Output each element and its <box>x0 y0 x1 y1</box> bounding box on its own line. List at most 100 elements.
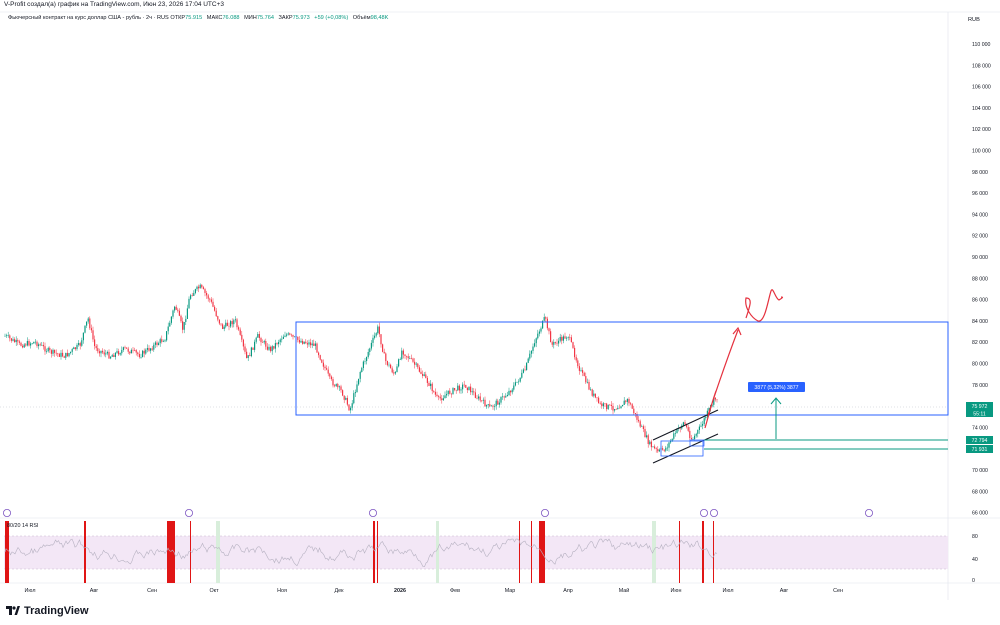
small-box-2[interactable] <box>689 439 705 447</box>
level-2-tag[interactable] <box>966 445 993 453</box>
candle-body <box>639 421 641 427</box>
price-tick-label: 88 000 <box>972 276 988 282</box>
candle-body <box>17 340 19 342</box>
candle-body <box>161 339 163 342</box>
candle-body <box>198 286 200 289</box>
candle-body <box>220 323 222 325</box>
event-icon[interactable] <box>865 508 874 517</box>
candle-body <box>375 333 377 336</box>
channel-upper-line[interactable] <box>652 409 719 441</box>
candle-body <box>274 343 276 349</box>
rsi-overbought-marker <box>519 521 520 583</box>
candle-body <box>150 348 152 351</box>
candle-body <box>340 386 342 391</box>
symbol-legend[interactable]: Фьючерсный контракт на курс доллар США -… <box>8 15 391 21</box>
candle-body <box>374 335 376 338</box>
candle-body <box>351 403 353 408</box>
candle-body <box>358 378 360 385</box>
candle-body <box>246 351 248 359</box>
candle-body <box>74 347 76 350</box>
candle-body <box>353 393 355 404</box>
candle-body <box>417 363 419 368</box>
candle-body <box>606 403 608 410</box>
symbol-name[interactable]: Фьючерсный контракт на курс доллар США -… <box>8 15 169 21</box>
candle-body <box>60 352 62 357</box>
price-tick-label: 110 000 <box>972 42 990 48</box>
candle-body <box>218 319 220 324</box>
candle-body <box>396 366 398 372</box>
candle-body <box>65 352 67 358</box>
candle-body <box>617 407 619 410</box>
candle-body <box>348 404 350 411</box>
candle-body <box>169 322 171 327</box>
event-icon[interactable] <box>710 508 719 517</box>
event-icons[interactable] <box>3 508 874 517</box>
candle-body <box>532 346 534 351</box>
candle-body <box>297 336 299 340</box>
chart-author-title: V-Profit создал(а) график на TradingView… <box>4 1 225 8</box>
candle-body <box>439 396 441 399</box>
candle-body <box>423 374 425 376</box>
candle-body <box>697 429 699 434</box>
candle-body <box>298 339 300 343</box>
candle-body <box>154 342 156 345</box>
small-box[interactable] <box>660 440 704 457</box>
event-icon[interactable] <box>184 508 193 517</box>
rsi-oversold-marker <box>652 521 656 583</box>
range-box[interactable] <box>295 321 949 416</box>
event-icon[interactable] <box>368 508 377 517</box>
candle-body <box>614 409 616 411</box>
event-icon[interactable] <box>541 508 550 517</box>
candle-body <box>382 344 384 352</box>
event-icon[interactable] <box>700 508 709 517</box>
forecast-path[interactable] <box>704 289 784 429</box>
time-axis[interactable]: Июл Авг Сен Окт Ноя Дек 2026 Фев Мар Апр Май Июн Июл… <box>25 587 843 594</box>
candle-body <box>20 342 22 346</box>
candle-body <box>207 295 209 299</box>
candle-body <box>4 335 6 337</box>
candle-body <box>575 357 577 361</box>
price-tick-label: 102 000 <box>972 127 991 133</box>
level-1-tag[interactable] <box>966 436 993 444</box>
currency-label[interactable]: RUB <box>968 17 980 23</box>
candle-body <box>625 400 627 402</box>
candle-body <box>130 349 132 354</box>
price-tick-label: 74 000 <box>972 425 988 431</box>
candle-body <box>514 382 516 386</box>
candle-body <box>292 334 294 337</box>
measure-label-box[interactable] <box>748 382 805 392</box>
candle-body <box>372 337 374 343</box>
candle-body <box>305 341 307 344</box>
candle-body <box>124 347 126 348</box>
candle-body <box>204 289 206 293</box>
candle-body <box>70 351 72 354</box>
price-tick-label: 66 000 <box>972 511 988 517</box>
candle-body <box>663 449 665 451</box>
candle-body <box>446 394 448 396</box>
price-axis[interactable]: 110 000 108 000 106 000 104 000 102 000 100 0… <box>972 42 991 517</box>
candle-body <box>425 374 427 378</box>
candle-body <box>276 343 278 345</box>
high-label: МАКС <box>206 15 223 21</box>
last-price-tag[interactable] <box>966 402 993 410</box>
channel-lower-line[interactable] <box>652 433 719 464</box>
candle-body <box>318 352 320 356</box>
candle-body <box>484 399 486 407</box>
candle-body <box>545 317 547 319</box>
candle-body <box>255 337 257 342</box>
event-icon[interactable] <box>3 508 11 517</box>
candle-body <box>542 320 544 329</box>
time-tick-label: 2026 <box>394 588 406 594</box>
candle-body <box>343 395 345 400</box>
candle-body <box>399 359 401 360</box>
candle-body <box>470 386 472 393</box>
candle-body <box>455 389 457 391</box>
candle-body <box>167 326 169 332</box>
candle-body <box>199 284 201 289</box>
candle-body <box>39 344 41 346</box>
candle-body <box>234 319 236 321</box>
rsi-indicator-title[interactable]: 80/20 14 RSI <box>7 523 39 529</box>
candle-body <box>15 340 17 343</box>
candle-body <box>546 318 548 329</box>
